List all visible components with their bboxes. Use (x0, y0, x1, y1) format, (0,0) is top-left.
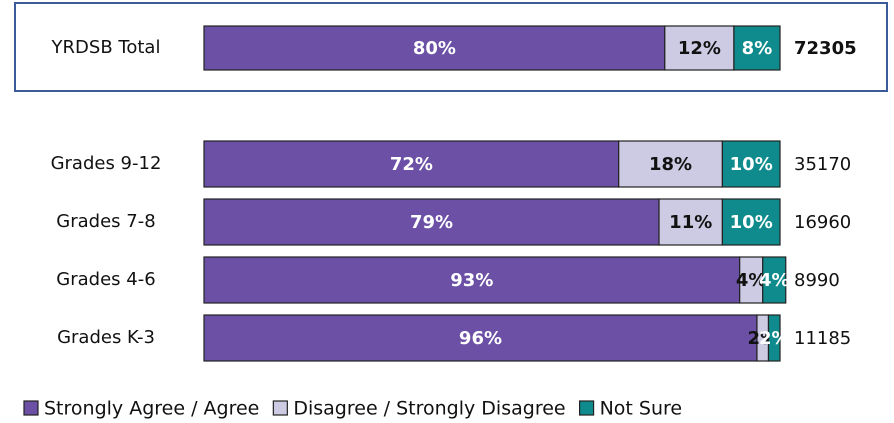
bar-segment (664, 25, 735, 71)
value-label: 93% (450, 270, 493, 291)
row-total: 16960 (794, 212, 851, 233)
value-label: 2% (759, 328, 790, 349)
value-label: 18% (649, 154, 692, 175)
legend-swatch (23, 400, 39, 416)
value-label: 11% (669, 212, 712, 233)
category-label: YRDSB Total (51, 37, 161, 58)
legend-swatch (578, 400, 595, 416)
row-total: 72305 (794, 38, 857, 59)
legend-swatch (272, 400, 288, 416)
value-label: 8% (742, 38, 773, 59)
category-label: Grades K-3 (57, 327, 155, 348)
bar-segment (618, 140, 723, 188)
bar-segment (721, 140, 781, 188)
value-label: 4% (759, 270, 790, 291)
value-label: 12% (678, 38, 721, 59)
value-label: 10% (730, 154, 773, 175)
row-total: 11185 (794, 328, 851, 349)
value-label: 80% (413, 38, 456, 59)
bar-segment (767, 314, 781, 362)
bar-segment (203, 314, 758, 362)
legend-label: Not Sure (600, 398, 683, 420)
bar-segment (733, 25, 781, 71)
bar-segment (721, 198, 781, 246)
row-total: 35170 (794, 154, 851, 175)
bar-segment (203, 25, 666, 71)
category-label: Grades 4-6 (56, 269, 155, 290)
legend-label: Disagree / Strongly Disagree (293, 398, 565, 420)
value-label: 96% (459, 328, 502, 349)
bar-segment (658, 198, 723, 246)
bar-segment (203, 198, 660, 246)
row-total: 8990 (794, 270, 840, 291)
legend-label: Strongly Agree / Agree (44, 398, 259, 420)
total-box (14, 2, 888, 92)
value-label: 10% (730, 212, 773, 233)
value-label: 79% (410, 212, 453, 233)
category-label: Grades 9-12 (51, 153, 162, 174)
value-label: 72% (390, 154, 433, 175)
bar-segment (762, 256, 787, 304)
bar-segment (203, 140, 620, 188)
bar-segment (203, 256, 741, 304)
value-label: 4% (736, 270, 767, 291)
category-label: Grades 7-8 (56, 211, 155, 232)
